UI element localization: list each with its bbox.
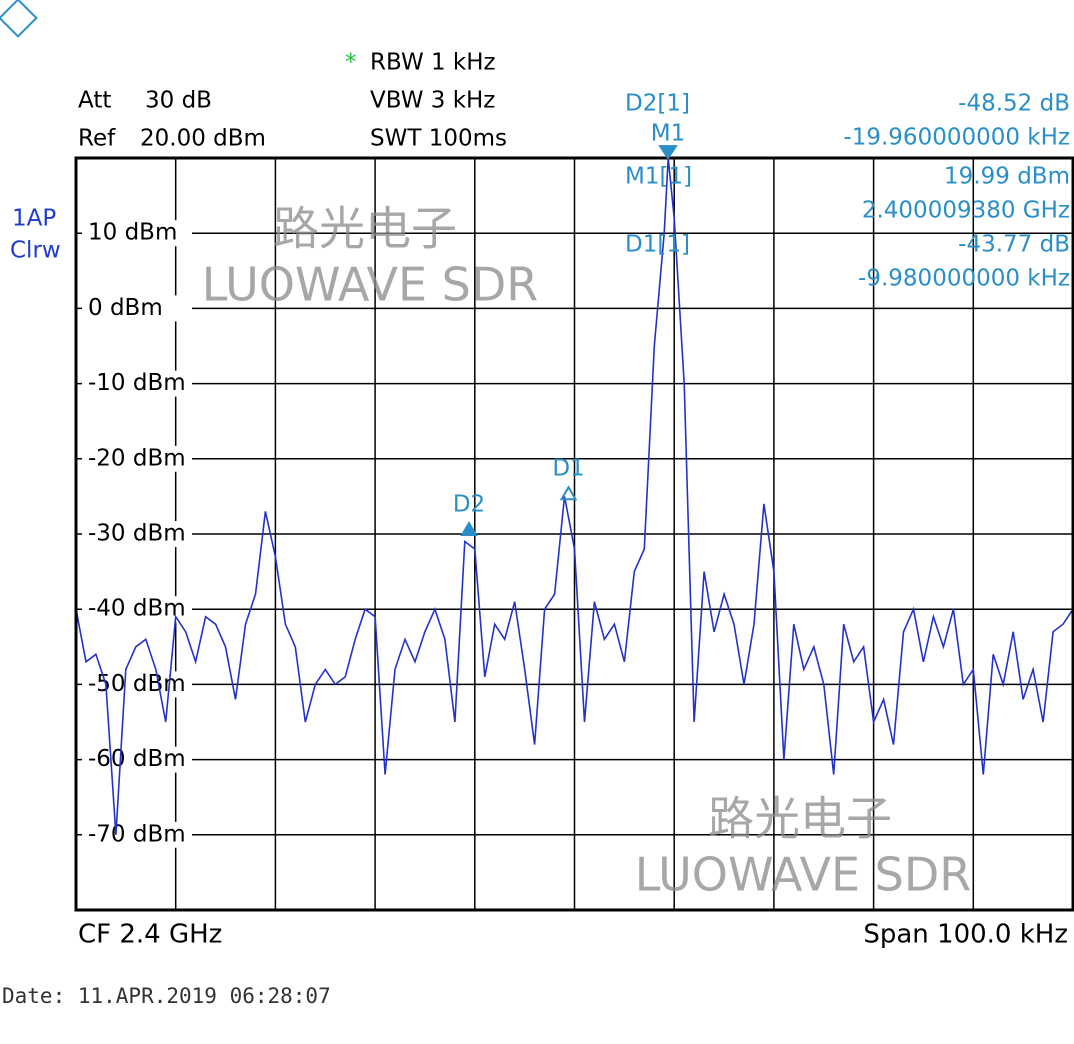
- marker-level: -48.52 dB: [958, 91, 1070, 117]
- plot-frame: [74, 156, 1074, 912]
- trace: [75, 158, 1074, 835]
- ref: 20.00 dBm: [140, 126, 266, 152]
- logo: [0, 0, 38, 38]
- tick-label-bg: [82, 370, 192, 397]
- trace-detector: Clrw: [10, 238, 61, 264]
- y-tick-label: -70 dBm: [88, 821, 186, 847]
- marker-name: D2: [453, 491, 485, 517]
- watermark: 路光电子: [708, 792, 892, 846]
- tick-label-bg: [82, 746, 192, 773]
- marker: [559, 485, 578, 501]
- marker-label: D1[1]: [625, 232, 690, 258]
- ref-label: Ref: [78, 126, 116, 152]
- tick-label-bg: [82, 445, 192, 472]
- watermark: LUOWAVE SDR: [635, 848, 971, 902]
- cf: CF 2.4 GHz: [78, 920, 222, 950]
- tick-label-bg: [82, 596, 192, 623]
- marker-label: M1[1]: [625, 164, 692, 190]
- tick-label-bg: [82, 821, 192, 848]
- marker-freq: -9.980000000 kHz: [858, 266, 1070, 292]
- vbw: VBW 3 kHz: [370, 88, 495, 114]
- y-tick-label: 10 dBm: [88, 220, 177, 246]
- marker-level: -43.77 dB: [958, 232, 1070, 258]
- y-tick-label: -10 dBm: [88, 370, 186, 396]
- trace-mode: 1AP: [12, 206, 56, 232]
- y-tick-label: -40 dBm: [88, 596, 186, 622]
- marker: [460, 520, 478, 536]
- y-tick-label: -20 dBm: [88, 445, 186, 471]
- marker-level: 19.99 dBm: [944, 164, 1070, 190]
- marker-label: D2[1]: [625, 91, 690, 117]
- rbw: RBW 1 kHz: [370, 50, 496, 76]
- marker-name: M1: [651, 121, 685, 147]
- span: Span 100.0 kHz: [863, 920, 1068, 950]
- y-tick-label: -60 dBm: [88, 746, 186, 772]
- marker-freq: -19.960000000 kHz: [843, 125, 1070, 151]
- date: Date: 11.APR.2019 06:28:07: [2, 984, 331, 1008]
- tick-label-bg: [82, 671, 192, 698]
- star: *: [345, 50, 357, 76]
- att: 30 dB: [145, 88, 212, 114]
- watermark: LUOWAVE SDR: [202, 258, 538, 312]
- y-tick-label: 0 dBm: [88, 295, 163, 321]
- marker: [658, 145, 678, 160]
- tick-label-bg: [82, 220, 192, 247]
- plot: 10 dBm 0 dBm -10 dBm -20 dBm -30 dBm -40 dBm -…: [75, 158, 1074, 910]
- swt: SWT 100ms: [370, 126, 507, 152]
- tick-label-bg: [82, 295, 192, 322]
- marker-name: D1: [552, 456, 584, 482]
- tick-label-bg: [82, 521, 192, 547]
- att-label: Att: [78, 88, 111, 114]
- marker-freq: 2.400009380 GHz: [862, 198, 1070, 224]
- y-tick-label: -30 dBm: [88, 521, 186, 547]
- watermark: 路光电子: [273, 202, 457, 256]
